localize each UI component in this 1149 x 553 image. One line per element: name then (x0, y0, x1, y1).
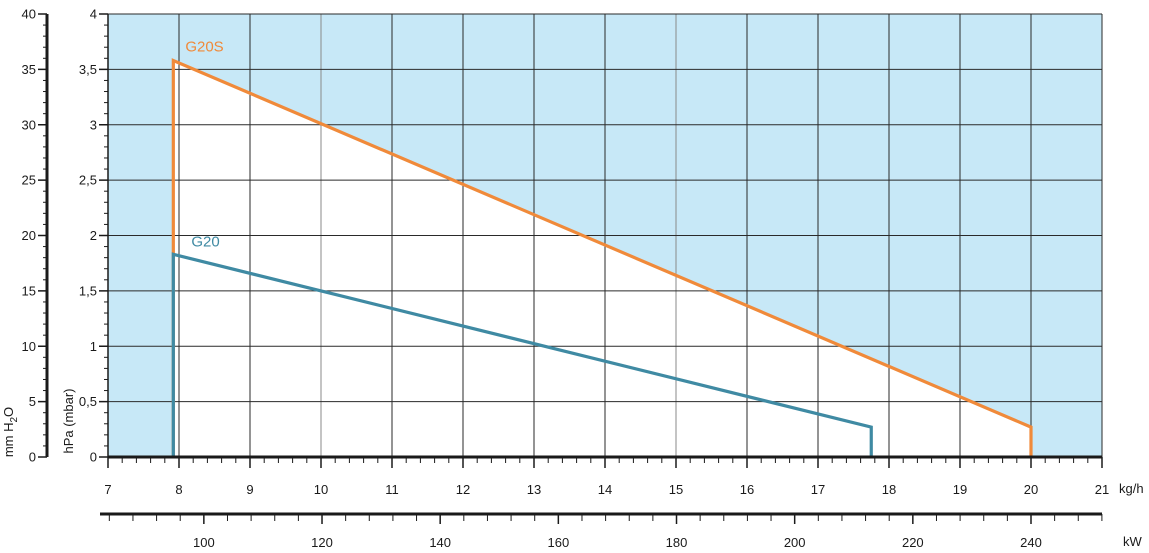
x2-tick-label: 140 (429, 535, 451, 550)
x2-axis-unit: kW (1123, 534, 1143, 549)
y-tick-label: 1 (90, 339, 97, 354)
y2-tick-label: 15 (22, 283, 36, 298)
y-tick-label: 3 (90, 117, 97, 132)
y-tick-label: 2,5 (79, 173, 97, 188)
x2-tick-label: 160 (547, 535, 569, 550)
x-tick-label: 20 (1024, 482, 1038, 497)
y2-tick-label: 25 (22, 173, 36, 188)
x2-tick-label: 180 (666, 535, 688, 550)
x-tick-label: 19 (953, 482, 967, 497)
working-area (173, 60, 1031, 457)
y-axis-title: hPa (mbar) (61, 388, 76, 453)
y-tick-label: 3,5 (79, 62, 97, 77)
y-tick-label: 1,5 (79, 283, 97, 298)
y2-tick-label: 30 (22, 117, 36, 132)
y2-tick-label: 5 (29, 394, 36, 409)
y-tick-label: 0,5 (79, 394, 97, 409)
y2-tick-label: 10 (22, 339, 36, 354)
x-tick-label: 14 (598, 482, 612, 497)
y2-tick-label: 40 (22, 7, 36, 22)
x2-tick-label: 240 (1020, 535, 1042, 550)
grid-lines (108, 13, 1103, 457)
y-tick-label: 2 (90, 228, 97, 243)
x-tick-label: 9 (246, 482, 253, 497)
y-tick-label: 4 (90, 7, 97, 22)
x2-tick-label: 100 (193, 535, 215, 550)
x-tick-label: 21 (1095, 482, 1109, 497)
x-tick-label: 15 (669, 482, 683, 497)
x-tick-label: 17 (811, 482, 825, 497)
x-tick-label: 13 (527, 482, 541, 497)
x2-tick-label: 220 (902, 535, 924, 550)
y2-tick-label: 35 (22, 62, 36, 77)
x-tick-label: 8 (175, 482, 182, 497)
x-tick-label: 10 (314, 482, 328, 497)
x-tick-label: 16 (740, 482, 754, 497)
y2-tick-label: 0 (29, 450, 36, 465)
series-line (171, 252, 873, 457)
x-tick-label: 18 (882, 482, 896, 497)
series-lines: G20S G20 (171, 39, 1033, 457)
x2-tick-label: 120 (311, 535, 333, 550)
x-tick-label: 12 (456, 482, 470, 497)
y2-tick-label: 20 (22, 228, 36, 243)
x2-tick-label: 200 (784, 535, 806, 550)
y2-axis-title: mm H2O (1, 407, 20, 457)
series-label: G20 (191, 233, 219, 250)
x-tick-label: 7 (104, 482, 111, 497)
y-tick-label: 0 (90, 450, 97, 465)
x-tick-label: 11 (385, 482, 399, 497)
series-label: G20S (185, 39, 223, 56)
x-axis-unit: kg/h (1119, 481, 1144, 496)
